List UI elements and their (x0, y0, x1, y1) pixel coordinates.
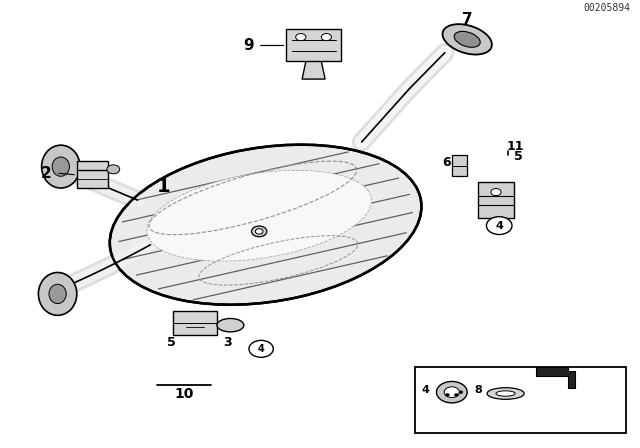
Polygon shape (536, 367, 575, 388)
Text: 3: 3 (223, 336, 232, 349)
Ellipse shape (38, 272, 77, 315)
Text: 5: 5 (514, 150, 523, 164)
Text: 7: 7 (462, 12, 472, 27)
Circle shape (321, 34, 332, 41)
Ellipse shape (52, 157, 69, 176)
Bar (77, 161, 108, 188)
Text: 4: 4 (258, 344, 264, 354)
Text: 11: 11 (506, 140, 524, 153)
Ellipse shape (217, 319, 244, 332)
Bar (452, 155, 467, 177)
Circle shape (491, 189, 501, 196)
Bar (287, 29, 340, 61)
Bar (415, 367, 626, 433)
Text: 1: 1 (156, 177, 170, 196)
Polygon shape (302, 61, 325, 79)
Ellipse shape (147, 170, 372, 261)
Text: 9: 9 (243, 38, 253, 53)
Ellipse shape (496, 391, 515, 396)
Circle shape (454, 393, 458, 396)
Circle shape (445, 393, 449, 396)
Circle shape (107, 165, 120, 174)
Text: 5: 5 (167, 336, 176, 349)
Circle shape (436, 381, 467, 403)
Bar (173, 311, 217, 335)
Circle shape (444, 387, 460, 397)
Ellipse shape (454, 31, 480, 47)
Text: 4: 4 (495, 220, 503, 231)
Ellipse shape (487, 388, 524, 399)
Circle shape (486, 217, 512, 234)
Text: 2: 2 (41, 166, 51, 181)
Text: 4: 4 (422, 385, 429, 395)
Bar (479, 182, 514, 218)
Text: 8: 8 (475, 385, 483, 395)
Ellipse shape (442, 24, 492, 55)
Circle shape (255, 229, 263, 234)
Circle shape (296, 34, 306, 41)
Ellipse shape (49, 284, 67, 304)
Text: 10: 10 (175, 388, 194, 401)
Text: 6: 6 (442, 155, 451, 168)
Circle shape (252, 226, 267, 237)
Circle shape (459, 391, 463, 393)
Ellipse shape (42, 145, 80, 188)
Text: 00205894: 00205894 (584, 3, 630, 13)
Ellipse shape (110, 145, 421, 305)
